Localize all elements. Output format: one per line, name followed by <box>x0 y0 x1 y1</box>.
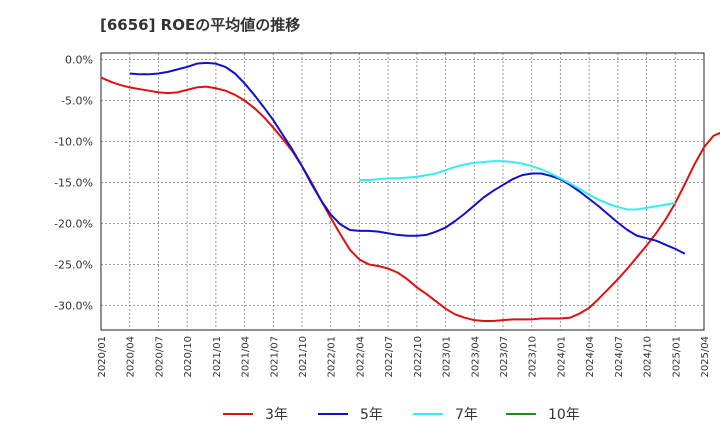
series-layer <box>100 61 720 322</box>
series-line-3年 <box>100 76 720 322</box>
chart-title: [6656] ROEの平均値の推移 <box>100 16 301 34</box>
x-tick-label: 2023/07 <box>499 336 510 378</box>
plot-frame <box>100 52 705 331</box>
x-tick-label: 2023/01 <box>442 336 453 378</box>
y-tick-label: -25.0% <box>54 258 93 271</box>
x-tick-label: 2022/10 <box>413 336 424 378</box>
y-tick-label: -20.0% <box>54 217 93 230</box>
x-tick-label: 2020/04 <box>126 336 137 378</box>
y-axis: 0.0% -5.0% -10.0% -15.0% -20.0% -25.0% -30.0% <box>54 54 93 313</box>
legend-label: 7年 <box>455 407 478 423</box>
x-tick-label: 2024/07 <box>614 336 625 378</box>
x-tick-label: 2020/07 <box>154 336 165 378</box>
x-tick-label: 2022/04 <box>355 336 366 378</box>
x-tick-label: 2021/10 <box>298 336 309 378</box>
x-tick-label: 2021/01 <box>212 336 223 378</box>
x-tick-label: 2020/01 <box>97 336 108 378</box>
x-tick-label: 2020/10 <box>183 336 194 378</box>
x-tick-label: 2022/01 <box>327 336 338 378</box>
x-tick-label: 2025/04 <box>700 336 711 378</box>
legend-label: 10年 <box>548 407 580 423</box>
legend-label: 3年 <box>265 407 288 423</box>
series-line-7年 <box>359 160 676 211</box>
legend: 3年 5年 7年 10年 <box>223 407 580 423</box>
x-tick-label: 2023/10 <box>528 336 539 378</box>
x-tick-label: 2022/07 <box>384 336 395 378</box>
x-tick-label: 2021/04 <box>241 336 252 378</box>
x-tick-label: 2024/01 <box>556 336 567 378</box>
y-tick-label: 0.0% <box>65 54 93 67</box>
series-line-5年 <box>129 61 686 255</box>
x-tick-label: 2024/10 <box>643 336 654 378</box>
grid-layer <box>100 53 705 330</box>
x-axis: 2020/01 2020/04 2020/07 2020/10 2021/01 2021/… <box>97 336 711 378</box>
y-tick-label: -10.0% <box>54 136 93 149</box>
y-tick-label: -5.0% <box>61 95 93 108</box>
y-tick-label: -30.0% <box>54 299 93 312</box>
x-tick-label: 2024/04 <box>585 336 596 378</box>
legend-label: 5年 <box>360 407 383 423</box>
x-tick-label: 2021/07 <box>269 336 280 378</box>
x-tick-label: 2025/01 <box>671 336 682 378</box>
y-tick-label: -15.0% <box>54 176 93 189</box>
x-tick-label: 2023/04 <box>470 336 481 378</box>
